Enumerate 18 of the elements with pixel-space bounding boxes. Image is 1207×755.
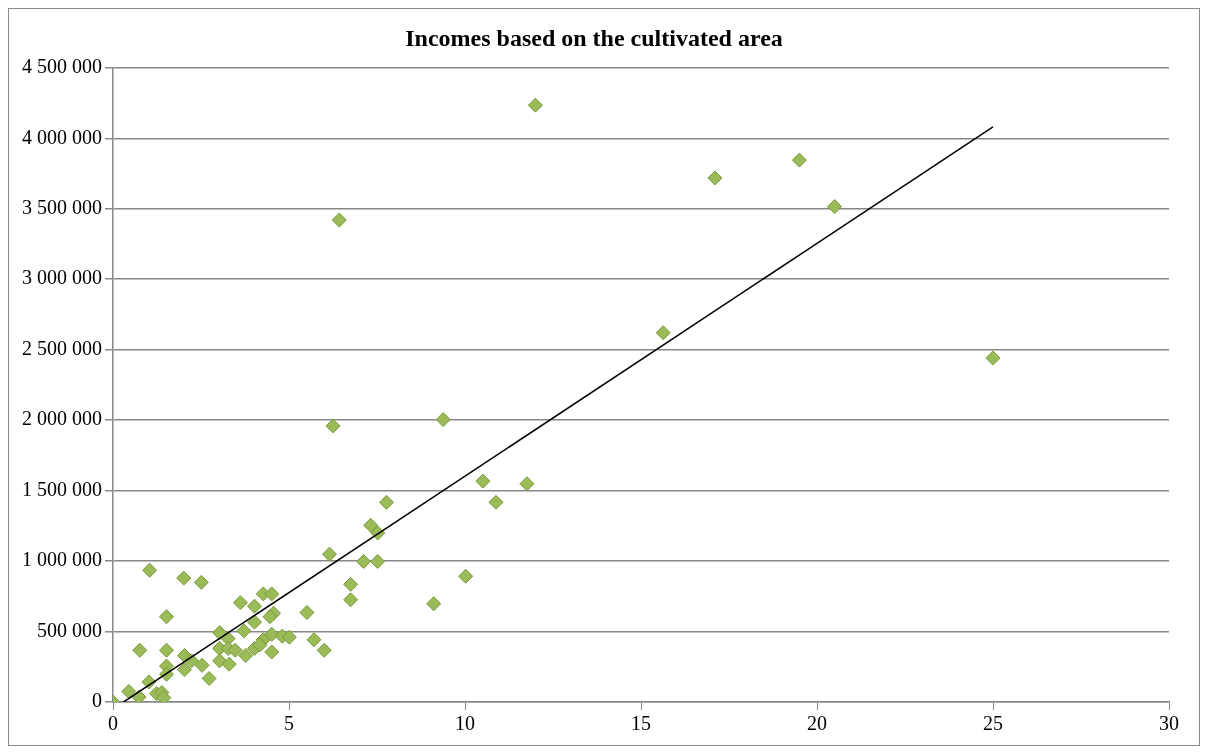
y-tick-label: 2 000 000 (22, 407, 102, 430)
y-tick-label: 3 000 000 (22, 266, 102, 289)
x-tick-label: 10 (455, 712, 475, 735)
y-tick-label: 500 000 (37, 618, 102, 641)
x-tick-label: 20 (807, 712, 827, 735)
x-tick-label: 0 (108, 712, 118, 735)
x-tick-label: 25 (983, 712, 1003, 735)
y-tick-label: 4 500 000 (22, 55, 102, 78)
y-tick-label: 2 500 000 (22, 336, 102, 359)
y-tick-label: 3 500 000 (22, 195, 102, 218)
y-tick-label: 1 500 000 (22, 477, 102, 500)
y-tick-label: 0 (92, 689, 102, 712)
x-tick-label: 30 (1159, 712, 1179, 735)
y-tick-label: 4 000 000 (22, 125, 102, 148)
x-tick-label: 5 (284, 712, 294, 735)
chart-title: Incomes based on the cultivated area (405, 24, 783, 51)
x-tick-label: 15 (631, 712, 651, 735)
y-tick-label: 1 000 000 (22, 548, 102, 571)
